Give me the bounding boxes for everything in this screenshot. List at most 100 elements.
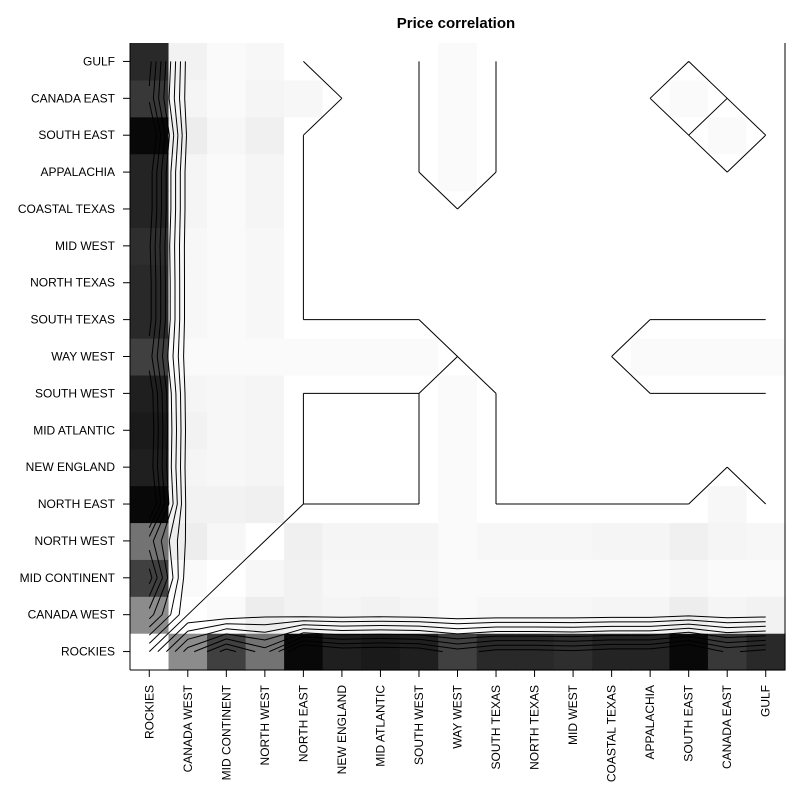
heatmap-cell-mid-west-canada-east <box>707 227 748 265</box>
heatmap-cell-north-texas-mid-atlantic <box>361 264 401 302</box>
heatmap-cell-rockies-south-east <box>669 633 709 671</box>
heatmap-cell-mid-atlantic-south-east <box>669 411 709 450</box>
x-axis: ROCKIES CANADA WEST MID CONTINENT NORTH WES… <box>142 670 773 782</box>
heatmap-cell-coastal-texas-rockies <box>130 190 170 229</box>
heatmap-cell-north-west-north-texas <box>515 522 555 560</box>
heatmap-cell-south-texas-coastal-texas <box>592 301 632 339</box>
heatmap-cell-mid-continent-north-east <box>284 559 324 597</box>
x-tick-label-coastal-texas: COASTAL TEXAS <box>605 685 619 782</box>
heatmap-cell-mid-west-mid-continent <box>207 227 247 265</box>
heatmap-cell-north-east-canada-east <box>707 485 748 524</box>
heatmap-cell-way-west-gulf <box>746 338 786 376</box>
heatmap-cell-canada-west-mid-west <box>553 596 593 634</box>
heatmap-cell-way-west-south-east <box>669 338 709 376</box>
heatmap-cell-north-west-south-east <box>669 522 709 560</box>
contour-line-0-3 <box>148 61 766 653</box>
heatmap-cell-rockies-appalachia <box>630 633 671 671</box>
heatmap-cell-mid-west-mid-atlantic <box>361 227 401 265</box>
heatmap-cell-mid-west-south-west <box>399 227 439 265</box>
heatmap-cell-mid-atlantic-canada-east <box>707 411 748 450</box>
heatmap-cell-north-east-rockies <box>130 485 170 524</box>
heatmap-cell-canada-east-north-east <box>284 79 324 118</box>
heatmap-cell-south-east-canada-east <box>707 116 748 155</box>
heatmap-cell-south-east-new-england <box>322 116 362 155</box>
heatmap-cell-new-england-south-east <box>669 448 709 487</box>
heatmap-cell-appalachia-appalachia <box>630 153 671 192</box>
heatmap-cell-mid-west-appalachia <box>630 227 671 265</box>
heatmap-cell-north-west-south-texas <box>476 522 516 560</box>
heatmap-cell-mid-continent-south-texas <box>476 559 516 597</box>
heatmap-cell-north-west-appalachia <box>630 522 671 560</box>
y-tick-label-south-west: SOUTH WEST <box>35 386 116 400</box>
heatmap-cell-north-west-gulf <box>746 522 786 560</box>
heatmap-cell-south-east-mid-atlantic <box>361 116 401 155</box>
heatmap-cell-mid-west-way-west <box>438 227 478 265</box>
heatmap-cell-coastal-texas-coastal-texas <box>592 190 632 229</box>
heatmap-cell-north-texas-south-texas <box>476 264 516 302</box>
heatmap-cells <box>130 43 786 671</box>
heatmap-cell-mid-continent-new-england <box>322 559 362 597</box>
y-tick-label-mid-atlantic: MID ATLANTIC <box>33 423 115 437</box>
heatmap-cell-south-east-mid-west <box>553 116 593 155</box>
heatmap-cell-north-west-mid-west <box>553 522 593 560</box>
heatmap-cell-appalachia-coastal-texas <box>592 153 632 192</box>
heatmap-cell-gulf-canada-east <box>707 43 748 81</box>
heatmap-cell-mid-atlantic-mid-continent <box>207 411 247 450</box>
heatmap-cell-north-texas-way-west <box>438 264 478 302</box>
heatmap-cell-rockies-north-texas <box>515 633 555 671</box>
heatmap-cell-canada-west-appalachia <box>630 596 671 634</box>
heatmap-cell-gulf-mid-west <box>553 43 593 81</box>
heatmap-cell-mid-continent-south-west <box>399 559 439 597</box>
heatmap-cell-mid-west-gulf <box>746 227 786 265</box>
heatmap-cell-mid-west-south-texas <box>476 227 516 265</box>
y-tick-label-canada-east: CANADA EAST <box>31 91 116 105</box>
heatmap-cell-coastal-texas-mid-atlantic <box>361 190 401 229</box>
heatmap-cell-new-england-canada-west <box>168 448 208 487</box>
heatmap-cell-new-england-mid-west <box>553 448 593 487</box>
heatmap-cell-south-west-mid-west <box>553 374 593 413</box>
heatmap-cell-north-west-way-west <box>438 522 478 560</box>
heatmap-cell-new-england-coastal-texas <box>592 448 632 487</box>
heatmap-cell-gulf-rockies <box>130 43 170 81</box>
heatmap-cell-appalachia-way-west <box>438 153 478 192</box>
heatmap-cell-way-west-mid-continent <box>207 338 247 376</box>
heatmap-cell-south-west-coastal-texas <box>592 374 632 413</box>
heatmap-cell-gulf-gulf <box>746 43 786 81</box>
x-tick-label-mid-continent: MID CONTINENT <box>219 684 233 780</box>
heatmap-cell-appalachia-north-west <box>245 153 285 192</box>
heatmap-cell-mid-west-north-texas <box>515 227 555 265</box>
heatmap-cell-south-texas-mid-west <box>553 301 593 339</box>
heatmap-cell-coastal-texas-appalachia <box>630 190 671 229</box>
heatmap-cell-canada-east-mid-atlantic <box>361 79 401 118</box>
heatmap-cell-mid-continent-gulf <box>746 559 786 597</box>
y-axis: GULF CANADA EAST SOUTH EAST APPALACHIA COAST… <box>18 54 130 659</box>
heatmap-cell-mid-atlantic-appalachia <box>630 411 671 450</box>
heatmap-cell-canada-west-mid-continent <box>207 596 247 634</box>
heatmap-cell-canada-east-mid-west <box>553 79 593 118</box>
x-tick-label-north-east: NORTH EAST <box>296 684 310 762</box>
x-tick-label-north-texas: NORTH TEXAS <box>528 685 542 770</box>
heatmap-cell-canada-east-gulf <box>746 79 786 118</box>
contour-line-0-5 <box>148 61 766 653</box>
heatmap-cell-south-east-canada-west <box>168 116 208 155</box>
heatmap-cell-south-east-way-west <box>438 116 478 155</box>
x-tick-label-canada-east: CANADA EAST <box>720 684 734 769</box>
x-tick-label-mid-atlantic: MID ATLANTIC <box>373 685 387 767</box>
heatmap-cell-way-west-mid-atlantic <box>361 338 401 376</box>
heatmap-cell-new-england-way-west <box>438 448 478 487</box>
heatmap-cell-canada-east-north-texas <box>515 79 555 118</box>
heatmap-cell-way-west-appalachia <box>630 338 671 376</box>
heatmap-cell-mid-continent-coastal-texas <box>592 559 632 597</box>
heatmap-cell-canada-west-north-east <box>284 596 324 634</box>
heatmap-cell-way-west-mid-west <box>553 338 593 376</box>
heatmap-cell-mid-west-new-england <box>322 227 362 265</box>
heatmap-cell-north-west-canada-east <box>707 522 748 560</box>
y-tick-label-way-west: WAY WEST <box>51 350 115 364</box>
y-tick-label-coastal-texas: COASTAL TEXAS <box>18 202 115 216</box>
heatmap-cell-rockies-mid-atlantic <box>361 633 401 671</box>
heatmap-cell-north-texas-new-england <box>322 264 362 302</box>
heatmap-cell-south-east-north-west <box>245 116 285 155</box>
contour-line-0-7 <box>148 61 766 652</box>
x-tick-label-gulf: GULF <box>759 685 773 717</box>
heatmap-cell-mid-continent-mid-west <box>553 559 593 597</box>
